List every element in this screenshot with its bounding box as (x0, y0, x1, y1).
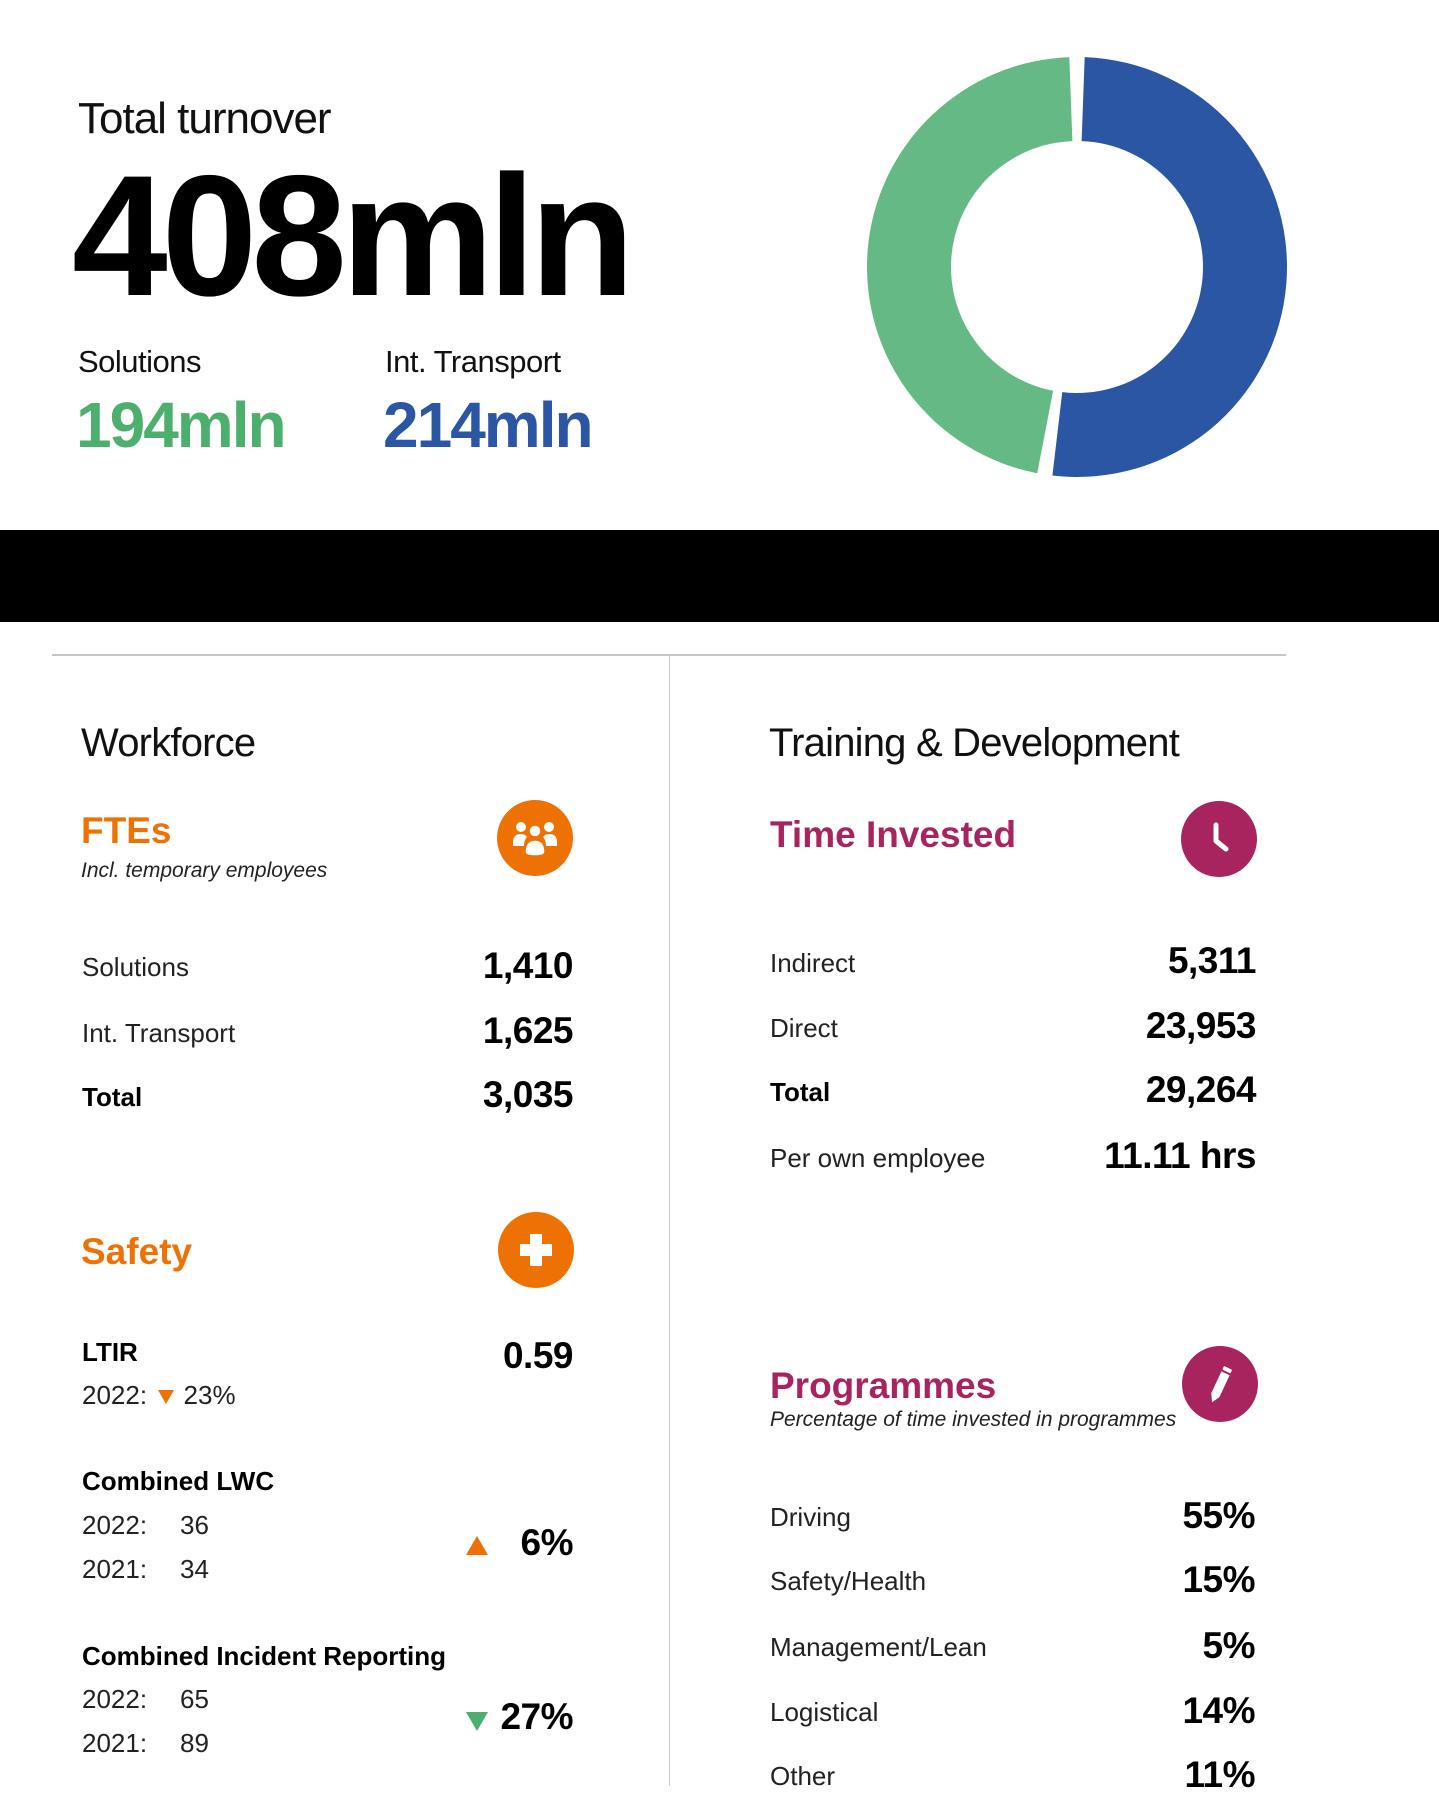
fte-row-total-value: 3,035 (482, 1074, 574, 1115)
ltir-change: 23% (183, 1380, 236, 1410)
programme-row-logistical-label: Logistical (770, 1697, 879, 1727)
training-title: Training & Development (769, 721, 1180, 765)
incident-year-2021: 2021: (82, 1728, 148, 1758)
time-row-indirect-value: 5,311 (1167, 940, 1257, 981)
time-row-per-employee-label: Per own employee (770, 1143, 986, 1173)
programme-row-driving-value: 55% (1182, 1495, 1255, 1536)
time-row-total-value: 29,264 (1145, 1069, 1257, 1110)
total-turnover-value: 408mln (72, 140, 635, 332)
pencil-icon (1182, 1346, 1258, 1422)
workforce-title: Workforce (81, 721, 256, 765)
safety-title: Safety (81, 1231, 193, 1272)
programme-row-management-lean-value: 5% (1202, 1625, 1256, 1666)
programmes-title: Programmes (770, 1365, 997, 1406)
vertical-divider (669, 656, 670, 1786)
lwc-value-2021: 34 (180, 1554, 209, 1584)
ltir-compare-year: 2022: (82, 1380, 148, 1410)
fte-row-solutions-label: Solutions (82, 952, 189, 982)
lwc-year-2022: 2022: (82, 1510, 148, 1540)
donut-segment-int-transport (1052, 57, 1287, 478)
ltir-comparison: 2022: 23% (82, 1382, 236, 1408)
solutions-turnover-label: Solutions (78, 344, 202, 379)
lwc-label: Combined LWC (82, 1466, 275, 1496)
incident-year-2022: 2022: (82, 1684, 148, 1714)
time-row-direct-label: Direct (770, 1013, 838, 1043)
programme-row-logistical-value: 14% (1182, 1690, 1255, 1731)
solutions-turnover-value: 194mln (76, 389, 287, 461)
time-row-indirect-label: Indirect (770, 948, 856, 978)
fte-row-solutions-value: 1,410 (482, 945, 574, 986)
ftes-title: FTEs (81, 810, 172, 851)
int-transport-turnover-label: Int. Transport (385, 344, 561, 379)
donut-segment-solutions (866, 57, 1073, 474)
programme-row-other-value: 11% (1184, 1754, 1255, 1795)
programme-row-other-label: Other (770, 1761, 836, 1791)
time-invested-title: Time Invested (770, 814, 1017, 855)
turnover-donut-chart (866, 57, 1287, 478)
time-row-direct-value: 23,953 (1145, 1005, 1257, 1046)
first-aid-cross-icon (498, 1212, 574, 1288)
donut-segments (866, 57, 1287, 478)
decrease-green-triangle-icon (466, 1712, 488, 1735)
programme-row-driving-label: Driving (770, 1502, 851, 1532)
decrease-triangle-icon (158, 1390, 175, 1405)
fte-row-int-transport-label: Int. Transport (82, 1018, 236, 1048)
lwc-change: 6% (520, 1522, 574, 1563)
clock-icon (1181, 801, 1257, 877)
time-row-per-employee-value: 11.11 hrs (1104, 1135, 1256, 1176)
lwc-value-2022: 36 (180, 1510, 209, 1540)
incident-value-2022: 65 (180, 1684, 209, 1714)
int-transport-turnover-value: 214mln (383, 389, 594, 461)
black-band-divider (0, 530, 1439, 622)
time-row-total-label: Total (770, 1077, 831, 1107)
increase-triangle-icon (466, 1536, 488, 1559)
incident-label: Combined Incident Reporting (82, 1641, 446, 1671)
fte-row-total-label: Total (82, 1082, 143, 1112)
incident-value-2021: 89 (180, 1728, 209, 1758)
programmes-caption: Percentage of time invested in programme… (770, 1408, 1177, 1431)
fte-row-int-transport-value: 1,625 (482, 1010, 574, 1051)
lwc-year-2021: 2021: (82, 1554, 148, 1584)
people-group-icon (497, 800, 573, 876)
incident-change: 27% (500, 1696, 573, 1737)
horizontal-divider (52, 654, 1286, 656)
ltir-label: LTIR (82, 1337, 138, 1367)
ftes-caption: Incl. temporary employees (81, 859, 328, 882)
ltir-value: 0.59 (502, 1335, 574, 1376)
total-turnover-label: Total turnover (78, 94, 332, 143)
programme-row-safety-health-value: 15% (1182, 1559, 1255, 1600)
programme-row-management-lean-label: Management/Lean (770, 1632, 987, 1662)
programme-row-safety-health-label: Safety/Health (770, 1566, 927, 1596)
